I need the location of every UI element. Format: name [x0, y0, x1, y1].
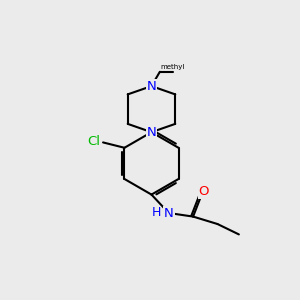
Text: H: H — [151, 206, 161, 219]
Text: N: N — [147, 80, 156, 93]
Text: Cl: Cl — [88, 135, 101, 148]
Text: N: N — [164, 206, 174, 220]
Text: N: N — [147, 126, 156, 139]
Text: O: O — [199, 185, 209, 198]
Text: methyl: methyl — [161, 64, 185, 70]
